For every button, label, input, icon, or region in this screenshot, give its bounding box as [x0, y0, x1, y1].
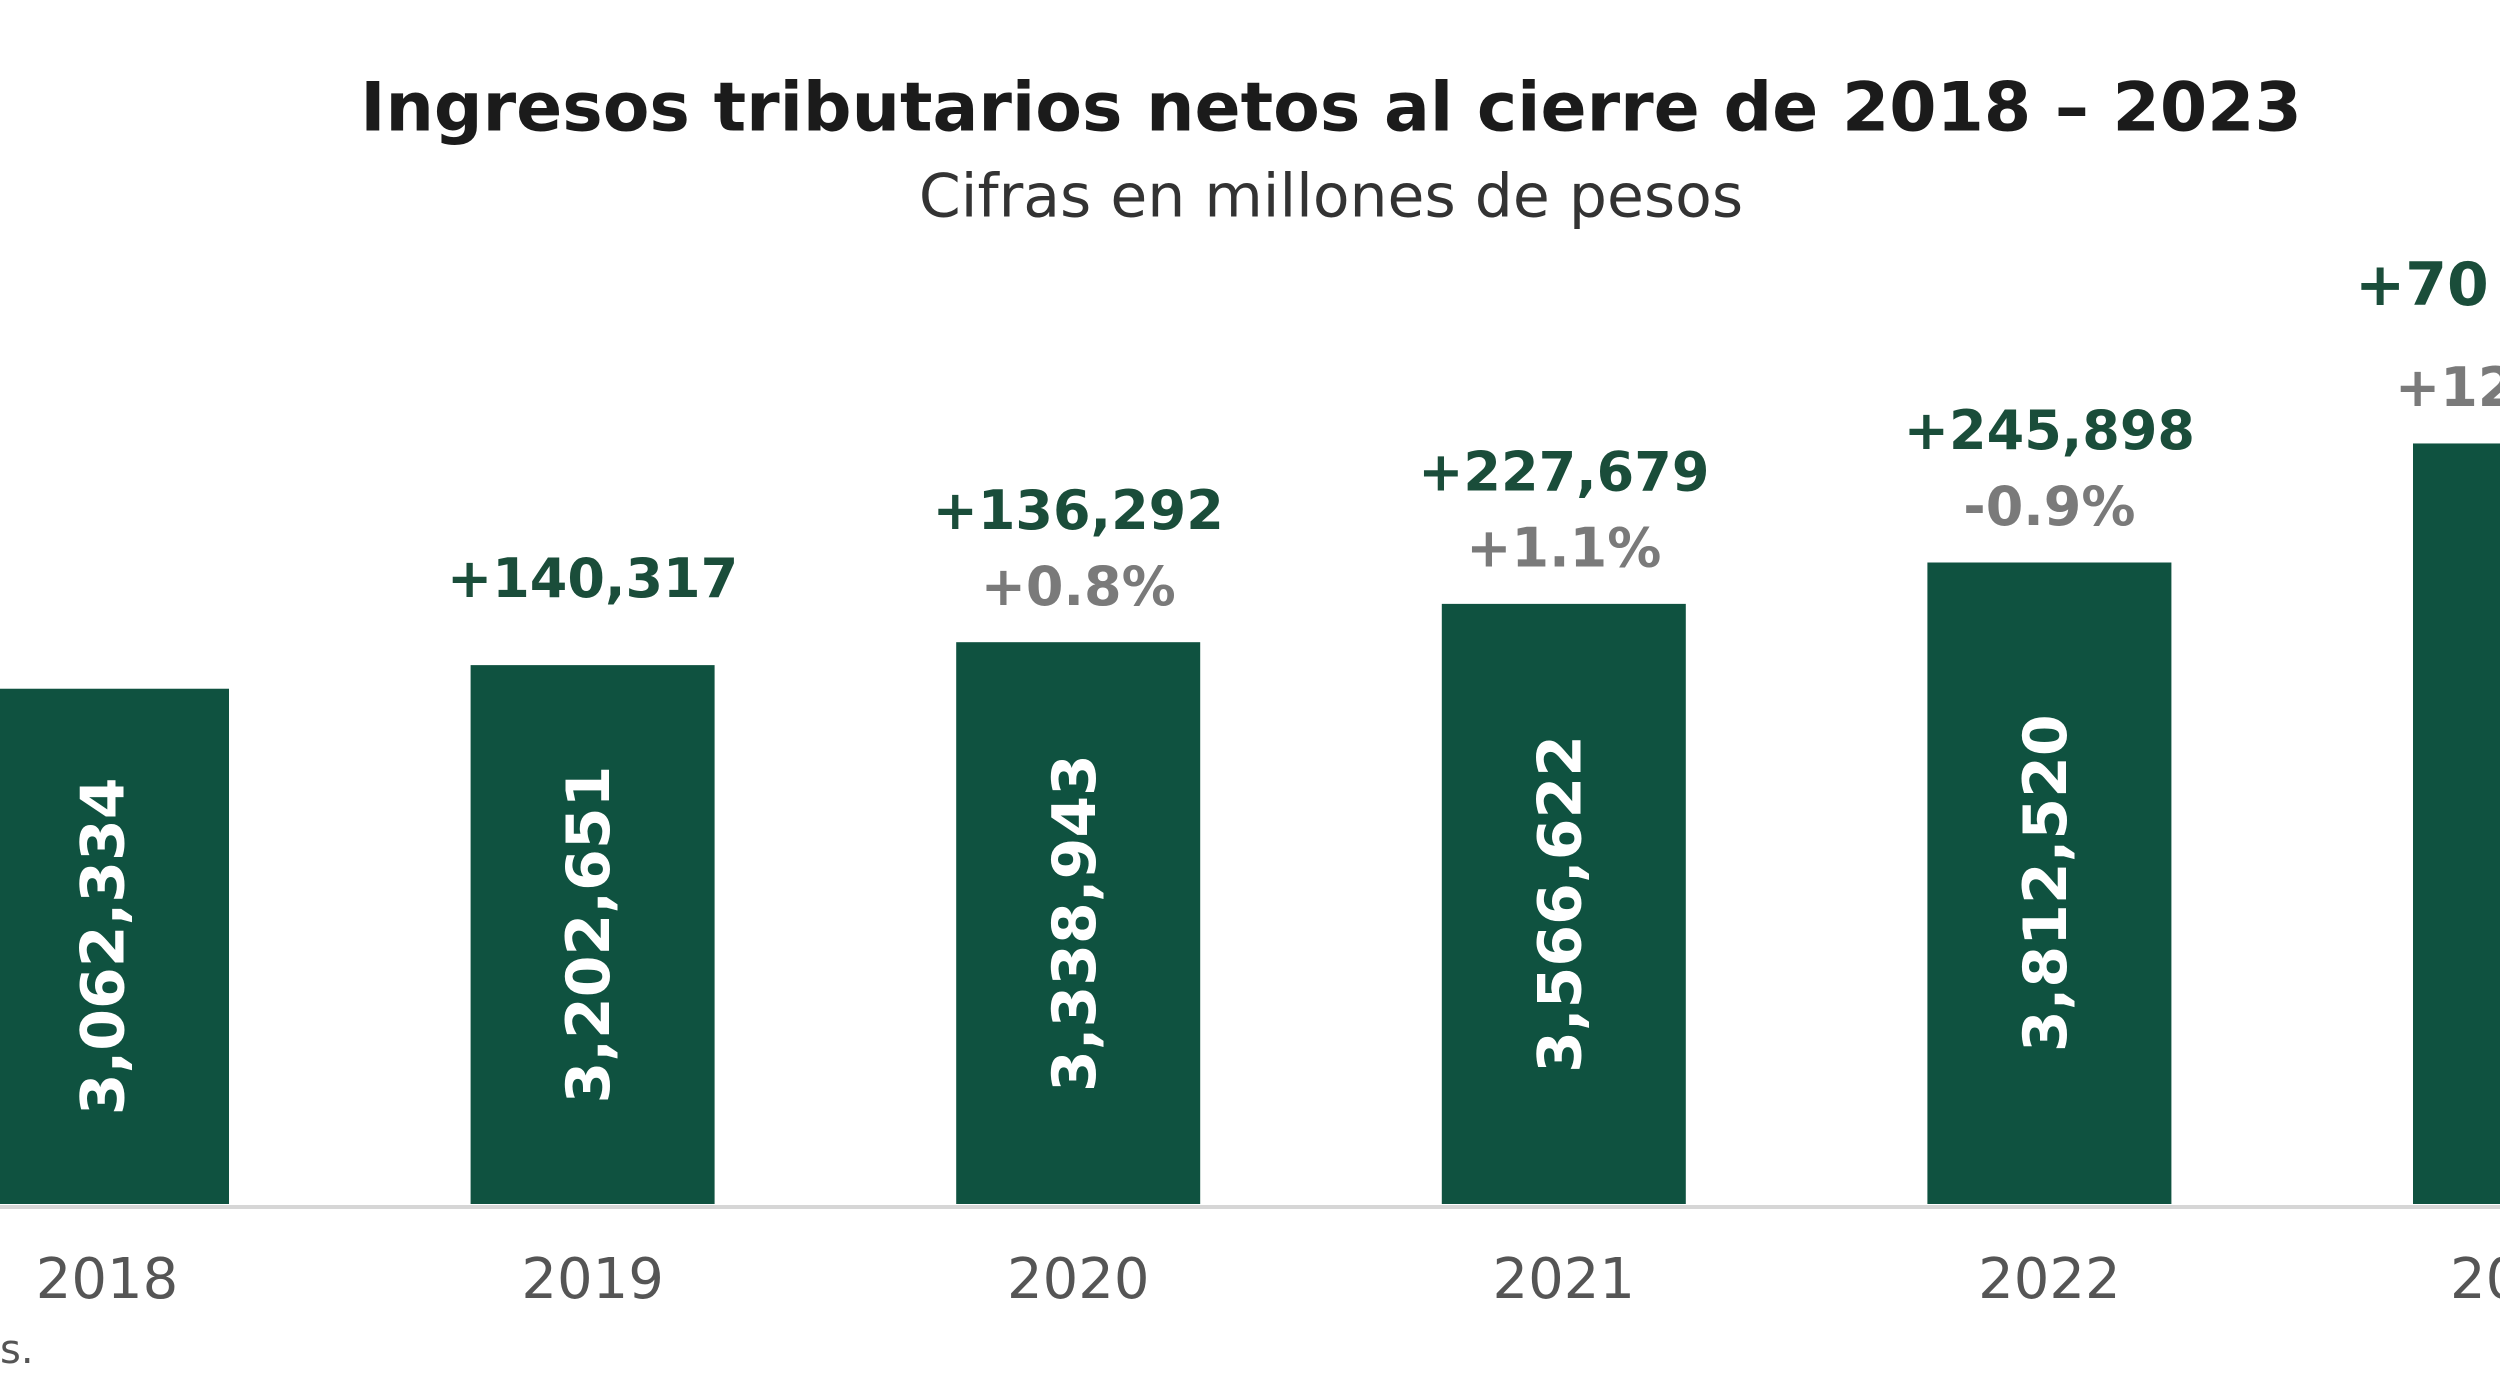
bar — [1441, 603, 1686, 1204]
bar — [2413, 443, 2500, 1204]
change-label: +136,292 — [933, 479, 1224, 542]
chart-title: Ingresos tributarios netos al cierre de … — [360, 69, 2302, 148]
percent-label: +12 — [2395, 356, 2500, 419]
bar — [956, 642, 1201, 1204]
value-label: 3,338,943 — [1040, 754, 1110, 1092]
change-label: +227,679 — [1418, 441, 1709, 504]
note: s. — [0, 1327, 34, 1373]
change-label: +140,317 — [447, 547, 738, 610]
bar — [0, 688, 229, 1204]
change-label: +245,898 — [1904, 399, 2195, 462]
value-label: 3,812,520 — [2011, 714, 2081, 1052]
percent-label: +0.8% — [981, 555, 1176, 618]
percent-label: -0.9% — [1963, 475, 2135, 538]
percent-label: +1.1% — [1466, 517, 1661, 580]
x-tick-label: 2022 — [1978, 1247, 2121, 1312]
x-tick-label: 2021 — [1493, 1247, 1636, 1312]
x-tick-label: 2018 — [36, 1247, 179, 1312]
value-label: 3,566,622 — [1525, 735, 1595, 1073]
x-tick-label: 20 — [2450, 1247, 2500, 1312]
value-label: 3,202,651 — [554, 766, 624, 1104]
change-label: +70 — [2355, 250, 2489, 320]
bar — [470, 665, 715, 1204]
x-tick-label: 2020 — [1007, 1247, 1150, 1312]
bar — [1927, 562, 2172, 1204]
value-label: 3,062,334 — [69, 777, 139, 1115]
chart-subtitle: Cifras en millones de pesos — [919, 162, 1743, 232]
x-tick-label: 2019 — [521, 1247, 664, 1312]
